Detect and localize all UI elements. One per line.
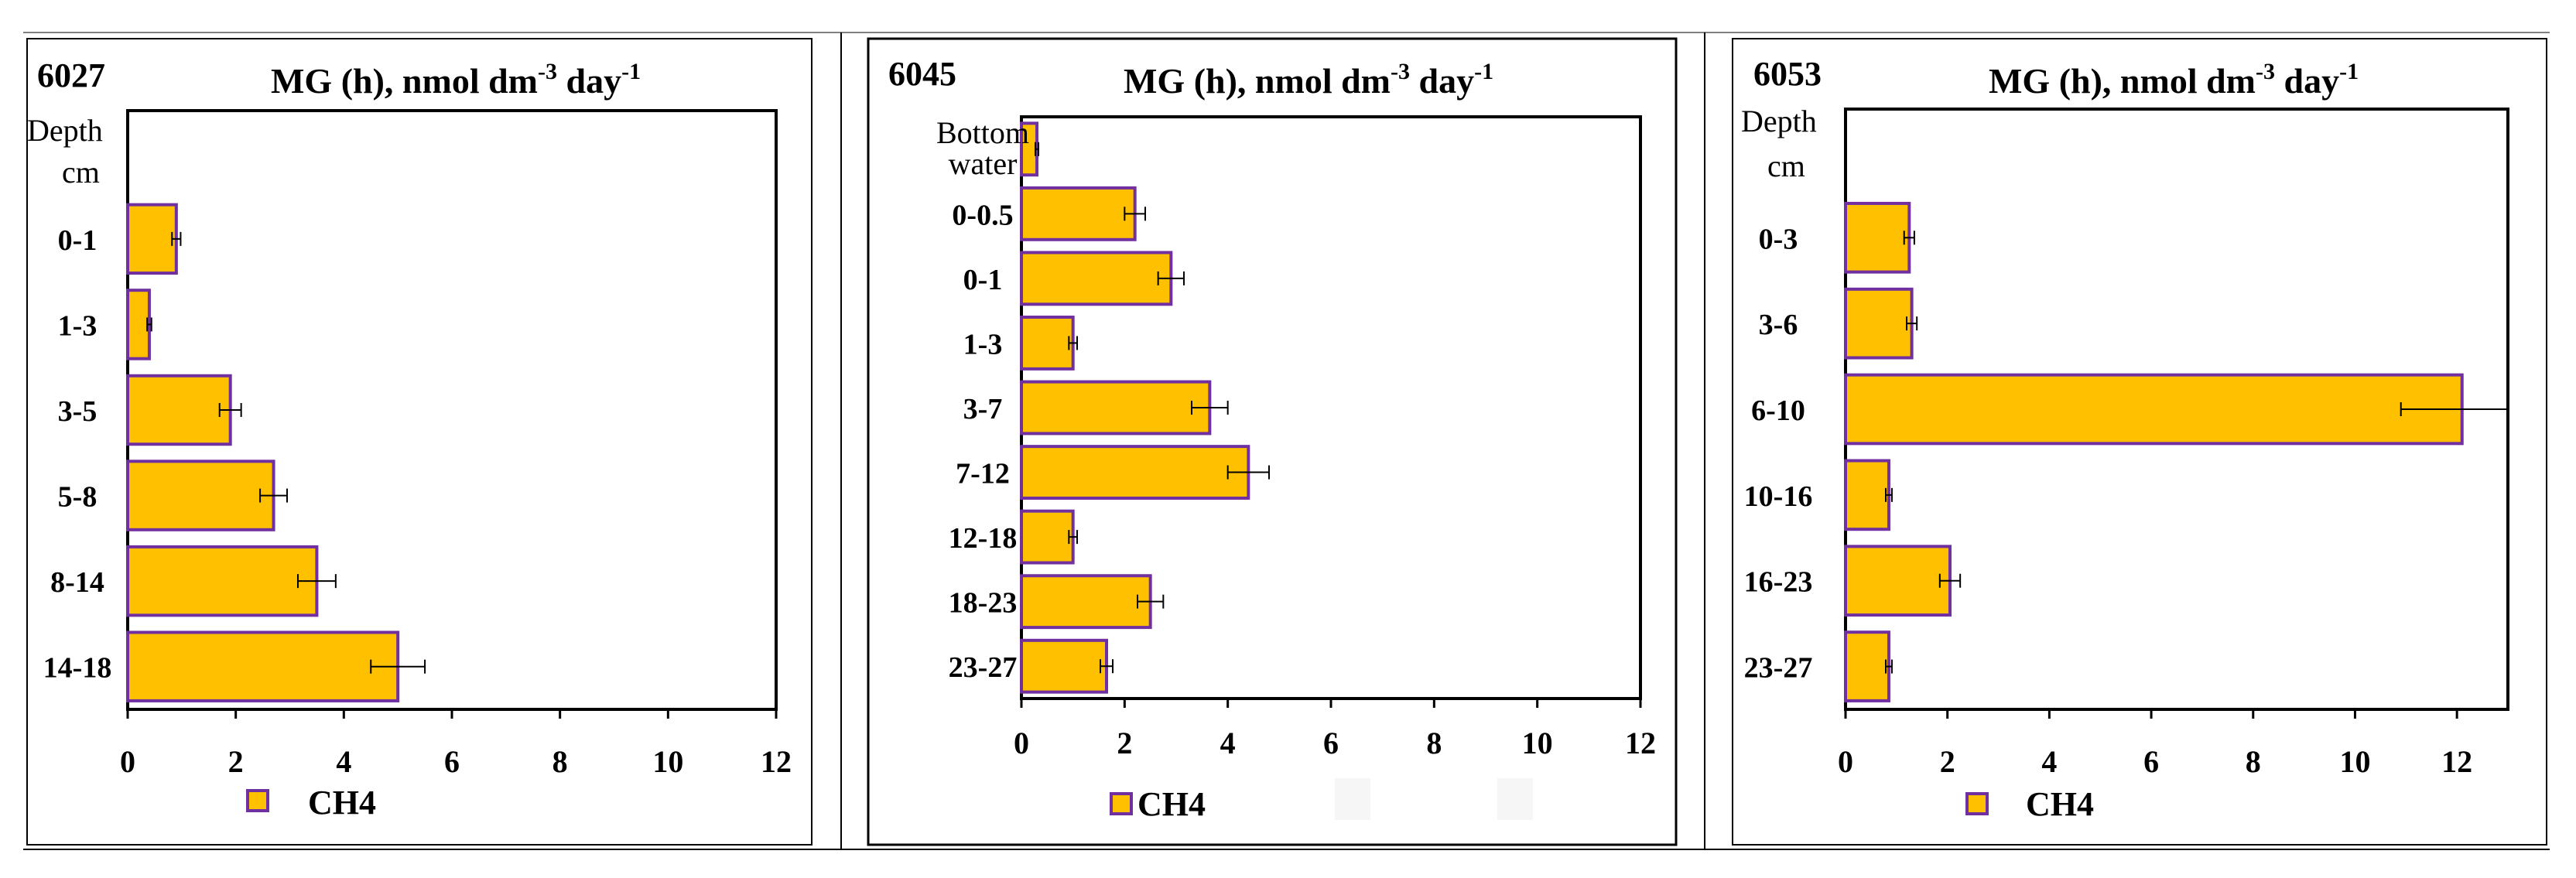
x-tick-label: 4 <box>2041 744 2057 779</box>
faint-artifact <box>1335 778 1370 820</box>
category-label: 1-3 <box>58 309 97 342</box>
plot-area: 0-3 3-6 6-10 10-16 16-23 23-27 0 2 4 6 8 10 12 <box>1744 201 2509 779</box>
x-tick-label: 12 <box>2441 744 2472 779</box>
category-label: 0-0.5 <box>952 199 1013 231</box>
x-tick-label: 4 <box>1220 726 1236 760</box>
x-tick-label: 0 <box>120 744 135 779</box>
category-label: 7-12 <box>956 458 1010 490</box>
y-axis-label-line1: Depth <box>1741 104 1817 138</box>
bar <box>1844 545 1952 617</box>
x-tick-label: 8 <box>2246 744 2261 779</box>
category-label: 18-23 <box>949 587 1018 620</box>
bar <box>126 545 319 617</box>
faint-artifact <box>1497 778 1533 820</box>
category-label: 3-6 <box>1759 309 1798 341</box>
category-label: 3-5 <box>58 395 97 428</box>
category-label: 14-18 <box>43 652 112 685</box>
category-label: 8-14 <box>50 566 104 599</box>
x-tick-label: 2 <box>1117 726 1132 760</box>
station-label: 6053 <box>1753 55 1822 93</box>
bar <box>1844 459 1890 531</box>
bar <box>126 630 400 702</box>
category-label: 12-18 <box>949 522 1018 555</box>
y-axis-label-line2: cm <box>62 155 100 190</box>
bar <box>1020 186 1137 241</box>
legend-label: CH4 <box>308 784 376 822</box>
plot-area: 0-1 1-3 3-5 5-8 8-14 14-18 0 2 4 6 8 10 12 <box>43 203 792 779</box>
bar <box>1020 574 1152 630</box>
category-label: 23-27 <box>949 651 1018 684</box>
x-tick-label: 10 <box>652 744 683 779</box>
bar <box>1020 251 1173 306</box>
category-label: 5-8 <box>58 481 97 514</box>
station-label: 6027 <box>37 56 105 94</box>
y-axis-label-line2: cm <box>1767 149 1805 183</box>
x-tick-label: 12 <box>1625 726 1656 760</box>
legend-swatch <box>246 789 269 812</box>
chart-title: MG (h), nmol dm-3 day-1 <box>271 59 641 101</box>
bar <box>1844 201 1911 274</box>
bar <box>126 374 232 446</box>
x-tick-label: 6 <box>1323 726 1339 760</box>
bar <box>126 289 151 360</box>
bar <box>126 459 275 531</box>
bar <box>1844 630 1890 702</box>
category-label: 1-3 <box>963 328 1003 360</box>
category-label: 0-1 <box>58 224 97 257</box>
bar <box>1020 380 1212 436</box>
x-tick-label: 6 <box>444 744 460 779</box>
y-axis-label-line1: Depth <box>27 113 103 148</box>
bar <box>126 203 178 275</box>
chart-title: MG (h), nmol dm-3 day-1 <box>1989 59 2359 101</box>
chart-title: MG (h), nmol dm-3 day-1 <box>1124 59 1493 101</box>
x-tick-label: 4 <box>336 744 351 779</box>
category-label: 23-27 <box>1744 652 1813 685</box>
x-tick-label: 8 <box>552 744 568 779</box>
chart-panel-6027: 6027 MG (h), nmol dm-3 day-1 Depth cm 0-… <box>26 38 812 846</box>
category-label: Bottom water <box>936 115 1029 181</box>
bar <box>1844 373 2464 446</box>
bar <box>1020 638 1108 694</box>
category-label: 6-10 <box>1751 395 1805 427</box>
category-label: 16-23 <box>1744 566 1813 599</box>
x-tick-label: 2 <box>1940 744 1955 779</box>
bar <box>1020 445 1250 500</box>
x-tick-label: 2 <box>228 744 244 779</box>
chart-panel-6045: 6045 MG (h), nmol dm-3 day-1 Bottom water… <box>867 37 1678 846</box>
x-tick-label: 10 <box>1522 726 1553 760</box>
x-tick-label: 0 <box>1838 744 1853 779</box>
x-tick-label: 6 <box>2143 744 2159 779</box>
legend-label: CH4 <box>1137 785 1206 823</box>
category-label: 0-1 <box>963 264 1003 296</box>
station-label: 6045 <box>888 55 956 93</box>
bar <box>1020 316 1075 371</box>
x-tick-label: 0 <box>1014 726 1029 760</box>
x-tick-label: 10 <box>2339 744 2370 779</box>
category-label: 0-3 <box>1759 223 1798 255</box>
category-label: 10-16 <box>1744 480 1813 513</box>
legend-label: CH4 <box>2026 785 2094 823</box>
chart-panel-6053: 6053 MG (h), nmol dm-3 day-1 Depth cm 0-… <box>1732 38 2547 846</box>
plot-area: Bottom water 0-0.5 0-1 1-3 3-7 7-12 12-18 18-23 2… <box>936 115 1656 760</box>
legend-swatch <box>1965 792 1989 815</box>
bar <box>1844 287 1914 360</box>
bar <box>1020 509 1075 565</box>
x-tick-label: 8 <box>1426 726 1442 760</box>
legend-swatch <box>1110 792 1133 815</box>
x-tick-label: 12 <box>761 744 792 779</box>
category-label: 3-7 <box>963 393 1003 425</box>
